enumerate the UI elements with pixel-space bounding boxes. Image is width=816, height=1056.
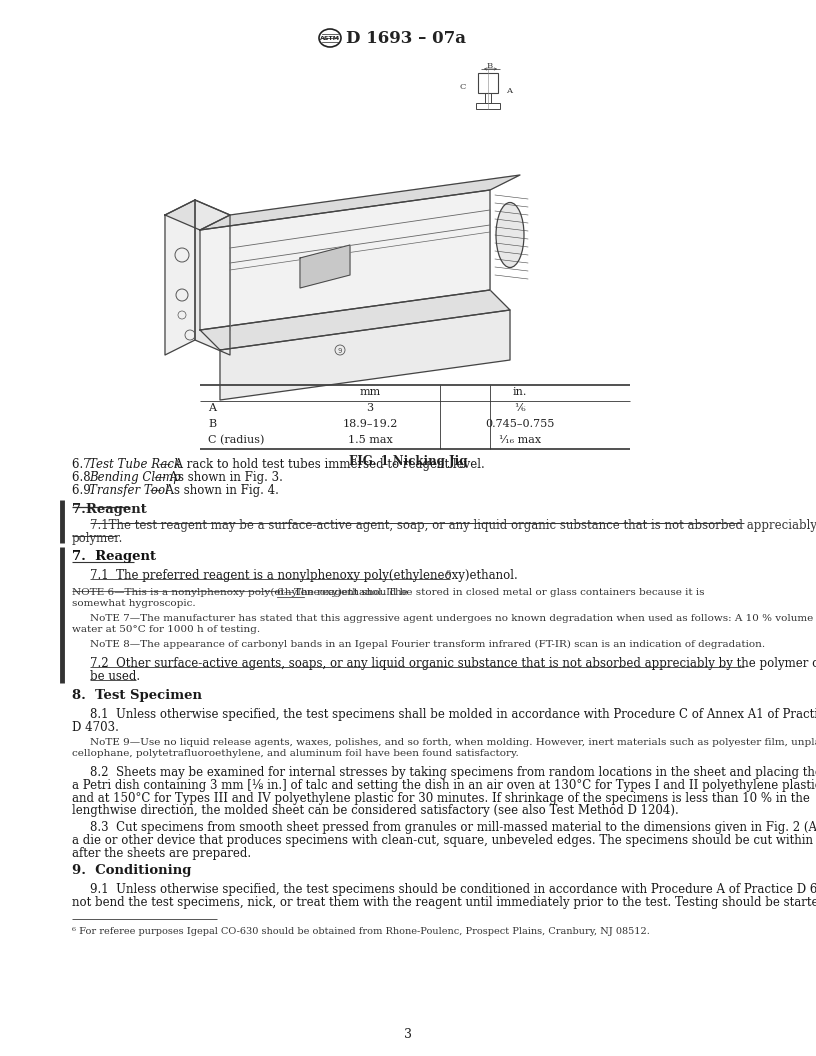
Text: C: C	[460, 83, 467, 91]
Polygon shape	[195, 200, 230, 355]
Text: lengthwise direction, the molded sheet can be considered satisfactory (see also : lengthwise direction, the molded sheet c…	[72, 805, 679, 817]
Text: ⅙: ⅙	[515, 403, 526, 413]
Text: after the sheets are prepared.: after the sheets are prepared.	[72, 847, 251, 860]
Text: be used.: be used.	[90, 670, 140, 682]
Text: not bend the test specimens, nick, or treat them with the reagent until immediat: not bend the test specimens, nick, or tr…	[72, 895, 816, 908]
Text: 8.2  Sheets may be examined for internal stresses by taking specimens from rando: 8.2 Sheets may be examined for internal …	[90, 766, 816, 778]
Text: 8.3  Cut specimens from smooth sheet pressed from granules or mill-massed materi: 8.3 Cut specimens from smooth sheet pres…	[90, 822, 816, 834]
Text: 6.8: 6.8	[72, 471, 95, 484]
Text: ⁶ For referee purposes Igepal CO-630 should be obtained from Rhone-Poulenc, Pros: ⁶ For referee purposes Igepal CO-630 sho…	[72, 927, 650, 936]
Bar	[478, 73, 498, 93]
Text: water at 50°C for 1000 h of testing.: water at 50°C for 1000 h of testing.	[72, 625, 260, 635]
Text: NᴏTE 8—The appearance of carbonyl bands in an Igepal Fourier transform infrared : NᴏTE 8—The appearance of carbonyl bands …	[90, 640, 765, 649]
Text: 3: 3	[404, 1027, 412, 1041]
Text: — As shown in Fig. 3.: — As shown in Fig. 3.	[154, 471, 283, 484]
Text: 18.9–19.2: 18.9–19.2	[343, 419, 397, 429]
Text: 0.745–0.755: 0.745–0.755	[486, 419, 555, 429]
Polygon shape	[200, 190, 490, 329]
Text: ¹⁄₁₆ max: ¹⁄₁₆ max	[499, 435, 541, 445]
Text: NᴏTE 7—The manufacturer has stated that this aggressive agent undergoes no known: NᴏTE 7—The manufacturer has stated that …	[90, 614, 816, 623]
Text: somewhat hygroscopic.: somewhat hygroscopic.	[72, 600, 196, 608]
Polygon shape	[220, 310, 510, 400]
Text: polymer.: polymer.	[72, 532, 123, 545]
Text: A: A	[208, 403, 216, 413]
Text: 8.  Test Specimen: 8. Test Specimen	[72, 689, 202, 702]
Text: ASTM: ASTM	[320, 36, 340, 40]
Text: FIG. 1 Nicking Jig: FIG. 1 Nicking Jig	[348, 455, 468, 468]
Polygon shape	[200, 290, 510, 350]
Text: in.: in.	[512, 386, 527, 397]
Text: mm: mm	[359, 386, 380, 397]
Polygon shape	[300, 245, 350, 288]
Text: D 1693 – 07a: D 1693 – 07a	[346, 30, 466, 48]
Text: 6: 6	[445, 569, 450, 577]
Text: 9: 9	[338, 348, 342, 354]
Text: 6—The reagent should be stored in closed metal or glass containers because it is: 6—The reagent should be stored in closed…	[277, 588, 704, 597]
Text: — As shown in Fig. 4.: — As shown in Fig. 4.	[150, 484, 279, 496]
Text: — A rack to hold test tubes immersed to reagent level.: — A rack to hold test tubes immersed to …	[159, 458, 485, 471]
Text: 6.9: 6.9	[72, 484, 95, 496]
Text: Transfer Tool: Transfer Tool	[89, 484, 169, 496]
Text: 1.5 max: 1.5 max	[348, 435, 392, 445]
Polygon shape	[200, 175, 520, 230]
Text: C (radius): C (radius)	[208, 435, 264, 446]
Text: 9.  Conditioning: 9. Conditioning	[72, 864, 192, 876]
Text: a die or other device that produces specimens with clean-cut, square, unbeveled : a die or other device that produces spec…	[72, 834, 816, 847]
Text: 7.  Reagent: 7. Reagent	[72, 550, 156, 563]
Text: 7.1The test reagent may be a surface-active agent, soap, or any liquid organic s: 7.1The test reagent may be a surface-act…	[90, 518, 816, 532]
Bar	[485, 93, 491, 103]
Text: Bending Clamp: Bending Clamp	[89, 471, 181, 484]
Text: 6.7: 6.7	[72, 458, 95, 471]
Bar	[476, 103, 500, 109]
Text: a Petri dish containing 3 mm [⅛ in.] of talc and setting the dish in an air oven: a Petri dish containing 3 mm [⅛ in.] of …	[72, 778, 816, 792]
Ellipse shape	[496, 203, 524, 267]
Text: 8.1  Unless otherwise specified, the test specimens shall be molded in accordanc: 8.1 Unless otherwise specified, the test…	[90, 708, 816, 721]
Text: 7.2  Other surface-active agents, soaps, or any liquid organic substance that is: 7.2 Other surface-active agents, soaps, …	[90, 657, 816, 670]
Text: cellophane, polytetrafluoroethylene, and aluminum foil have been found satisfact: cellophane, polytetrafluoroethylene, and…	[72, 749, 519, 758]
Text: 7.1  The preferred reagent is a nonylphenoxy poly(ethyleneoxy)ethanol.: 7.1 The preferred reagent is a nonylphen…	[90, 569, 517, 582]
Text: 9.1  Unless otherwise specified, the test specimens should be conditioned in acc: 9.1 Unless otherwise specified, the test…	[90, 883, 816, 895]
Polygon shape	[165, 200, 195, 355]
Text: D 4703.: D 4703.	[72, 721, 119, 734]
Text: B: B	[208, 419, 216, 429]
Polygon shape	[165, 200, 230, 230]
Text: 7.Reagent: 7.Reagent	[72, 504, 147, 516]
Text: 3: 3	[366, 403, 374, 413]
Text: B: B	[487, 62, 493, 70]
Text: and at 150°C for Types III and IV polyethylene plastic for 30 minutes. If shrink: and at 150°C for Types III and IV polyet…	[72, 792, 809, 805]
Text: NOTE 6—This is a nonylphenoxy poly(ethyleneoxy)ethanol. The: NOTE 6—This is a nonylphenoxy poly(ethyl…	[72, 588, 411, 598]
Text: NᴏTE 9—Use no liquid release agents, waxes, polishes, and so forth, when molding: NᴏTE 9—Use no liquid release agents, wax…	[90, 737, 816, 747]
Text: A: A	[506, 87, 512, 95]
Text: Test Tube Rack: Test Tube Rack	[89, 458, 181, 471]
